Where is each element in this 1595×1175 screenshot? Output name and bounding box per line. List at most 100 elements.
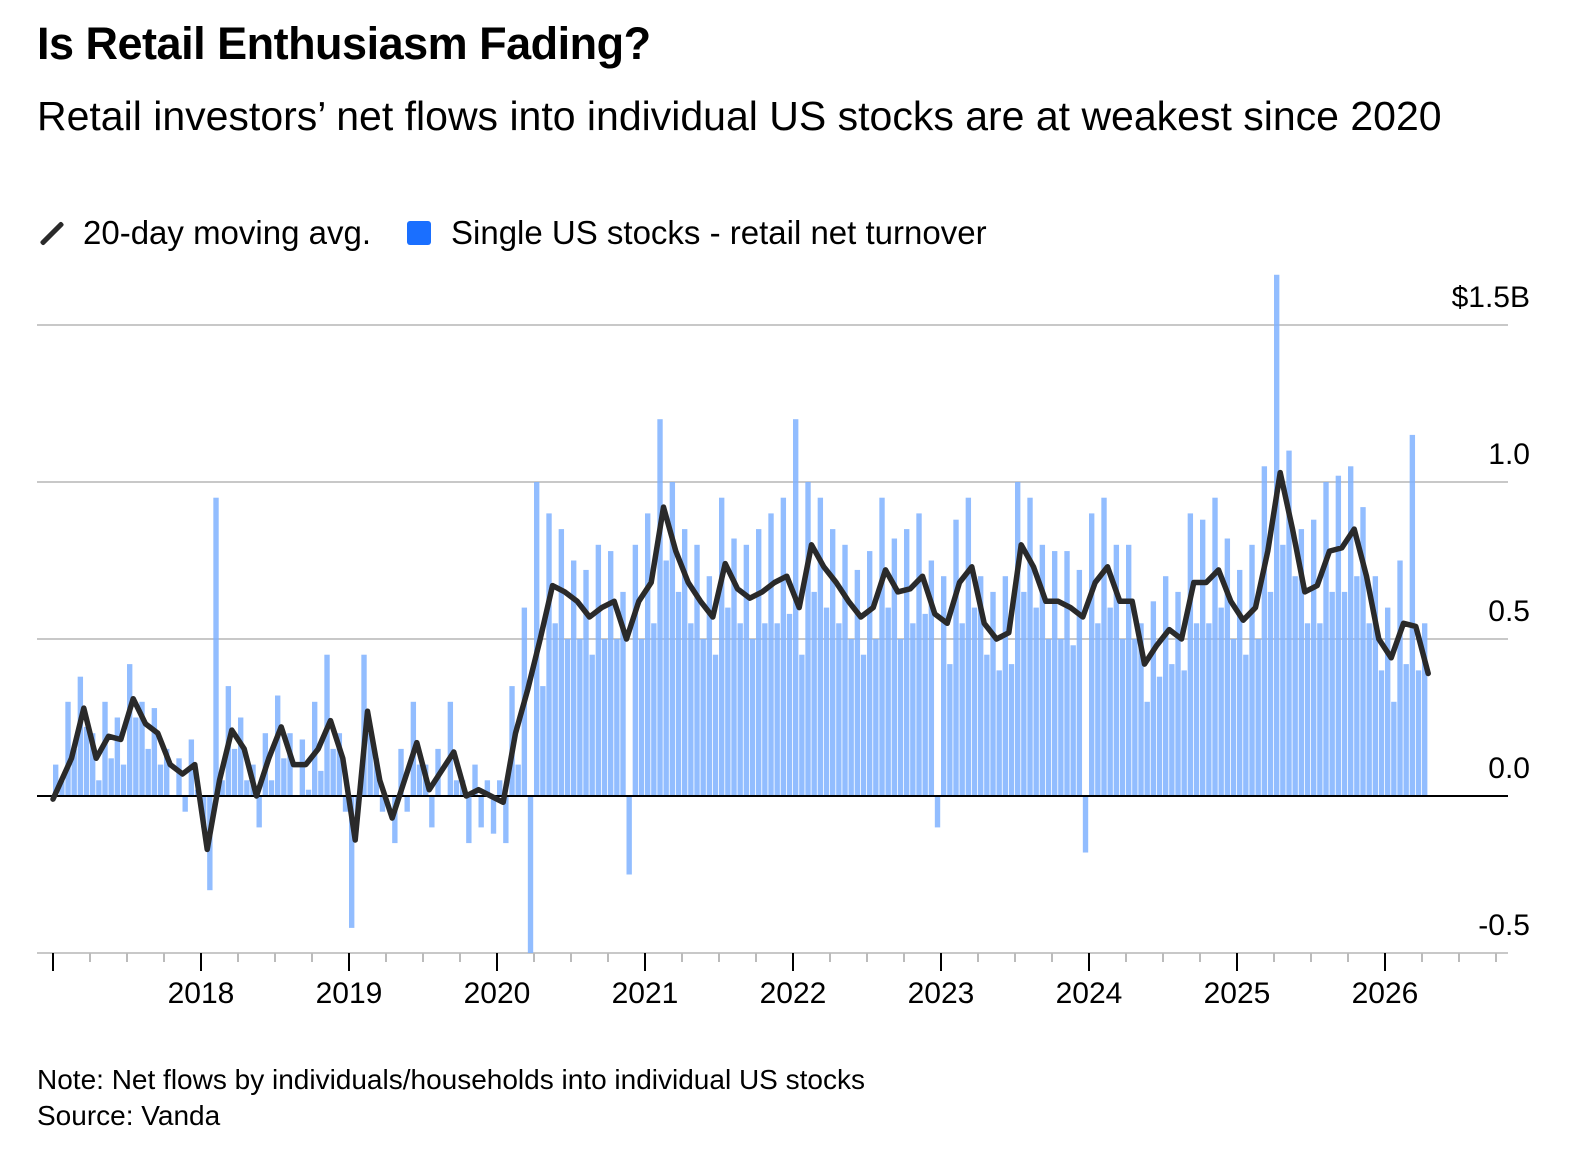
bar [1095,623,1101,796]
bar [1187,513,1194,796]
bar [342,796,349,812]
bar [83,726,90,796]
bar [842,544,848,796]
bar [330,748,336,796]
bar [238,717,244,796]
bar [416,764,423,796]
bar [965,497,972,796]
bar [398,748,404,796]
bar [682,529,688,796]
bar [996,670,1002,796]
bar [577,639,583,796]
square-swatch-icon [407,221,431,245]
bar [373,758,380,796]
bar [941,576,947,796]
bar [601,639,608,796]
bar [608,551,614,796]
bar [404,796,410,812]
bar [657,419,663,796]
bar [312,701,318,796]
bar [971,607,978,796]
bar [928,560,935,796]
bar [1237,569,1243,796]
bar [65,701,71,796]
bar [688,623,694,796]
bar [1033,607,1039,796]
bar [1403,664,1409,796]
bar [774,623,780,796]
bar [336,733,343,796]
bar [1181,670,1187,796]
bar [891,538,898,796]
bar [823,607,830,796]
bar [947,664,953,796]
bar [1156,676,1163,796]
bar [1243,654,1249,796]
bar [90,733,96,796]
bar [1385,607,1391,796]
bar [1138,623,1144,796]
bar [96,780,102,796]
bar [1150,601,1157,796]
source-text: Source: Vanda [37,1100,221,1131]
bar [848,639,854,796]
bar [1274,274,1280,796]
bar [675,591,682,796]
bar [743,544,750,796]
y-tick-label: 0.5 [1488,595,1530,628]
chart-title: Is Retail Enthusiasm Fading? [37,18,651,69]
bar [453,780,460,796]
bar [108,758,114,796]
bar [793,419,799,796]
bar [1008,664,1015,796]
bar [663,560,669,796]
bar [71,748,77,796]
bar [305,789,312,796]
x-tick-label: 2026 [1352,977,1419,1010]
bar [472,764,478,796]
bar [583,569,589,796]
y-tick-label: 1.0 [1488,438,1530,471]
bar [1132,639,1138,796]
bar [231,748,238,796]
y-axis-labels: $1.5B 1.0 0.5 0.0 -0.5 [1452,281,1530,942]
bar [860,654,867,796]
x-axis: 2018 2019 2020 2021 2022 2023 2024 2025 2026 [52,953,1497,1010]
bar [367,733,373,796]
bar [737,623,743,796]
bar [1360,507,1366,796]
y-tick-label: -0.5 [1478,909,1530,942]
bar [1089,513,1095,796]
x-tick-label: 2020 [464,977,531,1010]
bar [873,639,879,796]
bar [756,529,762,796]
bar [910,623,916,796]
bar [1230,639,1237,796]
bar [1335,475,1342,796]
bar [77,676,84,796]
bar [1391,701,1397,796]
bar [478,796,484,828]
bar [922,613,928,796]
x-tick-label: 2024 [1056,977,1123,1010]
bar [503,796,509,844]
bar [632,544,639,796]
bar [1027,497,1033,796]
bar [1286,450,1292,796]
bar [182,796,188,812]
bar [978,576,984,796]
bar [1039,544,1046,796]
bar [1064,551,1070,796]
bar [268,780,275,796]
bar [275,695,281,796]
bar [429,796,435,828]
bar [595,544,602,796]
bar [1304,623,1311,796]
bar [669,482,676,796]
bar [1126,544,1132,796]
bar [719,497,725,796]
bar [490,796,497,834]
bar [558,529,565,796]
bar [1366,623,1372,796]
bar [731,538,737,796]
